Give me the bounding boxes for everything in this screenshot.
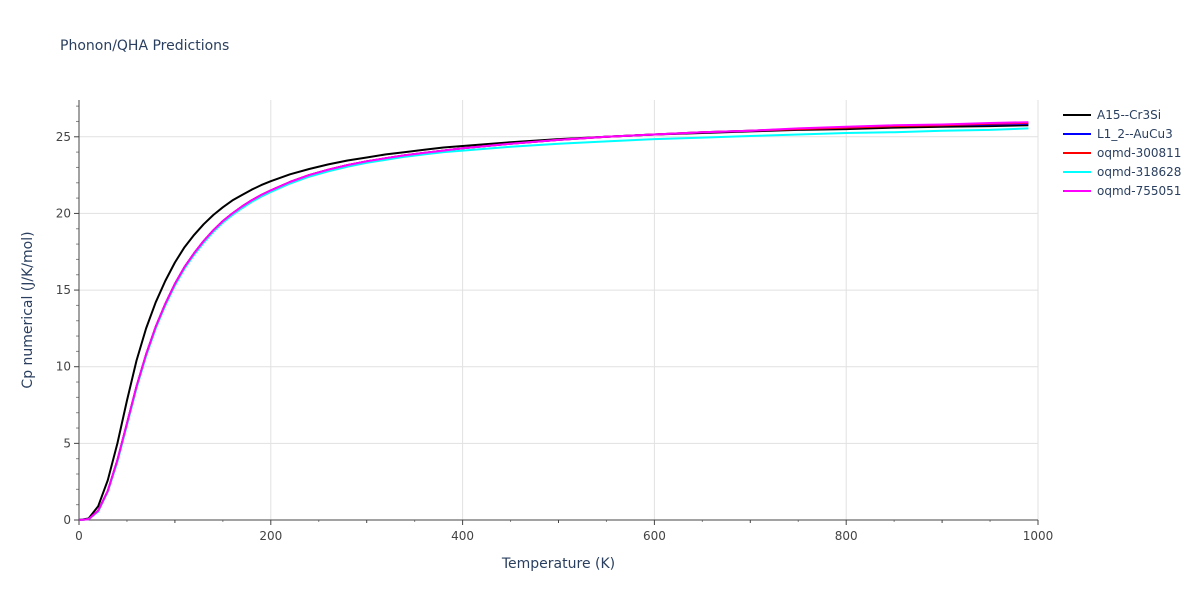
x-tick-label: 0: [75, 529, 83, 543]
gridlines: [79, 100, 1039, 520]
series-line-a15-cr3si: [78, 124, 1029, 521]
y-tick-label: 25: [56, 130, 71, 144]
legend: A15--Cr3Si L1_2--AuCu3 oqmd-300811 oqmd-318…: [1063, 108, 1181, 198]
x-tick-label: 400: [451, 529, 474, 543]
series-line-l1-2-aucu3: [78, 122, 1029, 521]
legend-item-oqmd-300811[interactable]: oqmd-300811: [1063, 146, 1181, 160]
legend-item-oqmd-318628[interactable]: oqmd-318628: [1063, 165, 1181, 179]
y-tick-label: 15: [56, 283, 71, 297]
x-axis-ticks: 0 200 400 600 800 1000: [75, 520, 1053, 543]
x-tick-label: 200: [259, 529, 282, 543]
x-tick-label: 1000: [1023, 529, 1054, 543]
y-axis-title: Cp numerical (J/K/mol): [20, 231, 36, 388]
series-line-oqmd-318628: [78, 127, 1029, 521]
y-tick-label: 20: [56, 206, 71, 220]
chart-title: Phonon/QHA Predictions: [60, 38, 229, 54]
series-line-oqmd-300811: [78, 122, 1029, 521]
y-tick-label: 5: [63, 436, 71, 450]
legend-label: oqmd-755051: [1097, 184, 1181, 198]
legend-label: A15--Cr3Si: [1097, 108, 1161, 122]
legend-label: oqmd-318628: [1097, 165, 1181, 179]
legend-label: oqmd-300811: [1097, 146, 1181, 160]
legend-item-oqmd-755051[interactable]: oqmd-755051: [1063, 184, 1181, 198]
series-line-oqmd-755051: [78, 121, 1029, 521]
x-axis-title: Temperature (K): [501, 556, 615, 572]
y-axis-ticks: 0 5 10 15 20 25: [56, 105, 79, 527]
legend-item-a15-cr3si[interactable]: A15--Cr3Si: [1063, 108, 1161, 122]
y-tick-label: 10: [56, 360, 71, 374]
legend-item-l1-2-aucu3[interactable]: L1_2--AuCu3: [1063, 127, 1173, 141]
legend-label: L1_2--AuCu3: [1097, 127, 1173, 141]
x-tick-label: 800: [835, 529, 858, 543]
x-tick-label: 600: [643, 529, 666, 543]
series-lines: [78, 121, 1029, 521]
y-tick-label: 0: [63, 513, 71, 527]
